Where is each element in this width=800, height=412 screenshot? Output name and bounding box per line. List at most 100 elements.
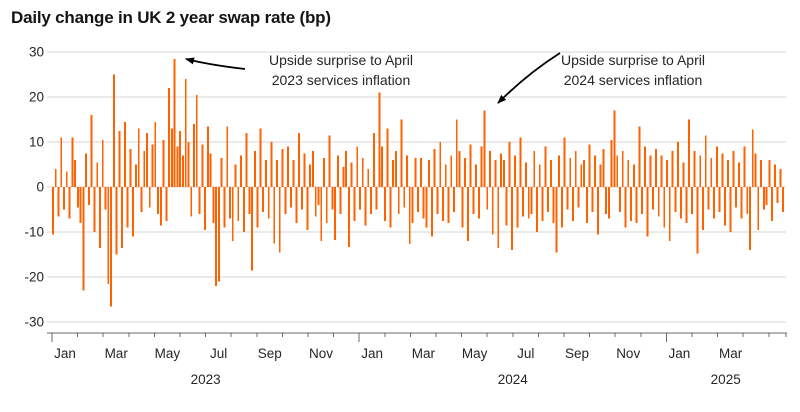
bar	[300, 187, 303, 210]
bar	[372, 133, 375, 187]
bar	[381, 146, 384, 187]
bar	[577, 187, 580, 208]
bar	[223, 187, 226, 228]
bar	[276, 160, 278, 187]
bar	[508, 142, 511, 187]
bar	[491, 187, 494, 235]
x-month-label: May	[462, 346, 488, 361]
bar	[187, 142, 190, 187]
bar	[267, 187, 270, 219]
bar	[489, 151, 491, 187]
bar	[715, 146, 718, 187]
bar	[289, 187, 292, 208]
bar	[569, 157, 572, 187]
bar	[607, 187, 610, 219]
bar	[530, 187, 533, 214]
bar	[162, 139, 165, 187]
bar	[353, 187, 356, 221]
x-month-label: Jan	[669, 346, 691, 361]
bar	[411, 187, 414, 223]
bar	[190, 187, 193, 217]
bar	[765, 187, 768, 205]
bar	[522, 187, 525, 217]
bar	[688, 119, 691, 187]
bar	[201, 144, 204, 187]
bar	[198, 187, 201, 214]
bar	[52, 187, 54, 235]
bar	[104, 187, 107, 210]
bar	[505, 187, 508, 226]
bar	[627, 160, 630, 187]
bar	[450, 155, 453, 187]
bar	[112, 74, 115, 187]
annotation-2023: Upside surprise to April 2023 services i…	[241, 50, 441, 90]
chart-title: Daily change in UK 2 year swap rate (bp)	[11, 8, 331, 27]
bar	[165, 187, 168, 221]
bar	[779, 169, 782, 187]
bar	[768, 160, 771, 187]
bar	[314, 187, 317, 217]
bar	[298, 133, 301, 187]
bar	[782, 187, 785, 212]
bar	[146, 133, 148, 187]
bar	[702, 187, 704, 230]
x-month-label: Nov	[309, 346, 333, 361]
bar	[453, 187, 455, 212]
bar	[494, 160, 497, 187]
bar	[635, 187, 638, 223]
bar	[378, 92, 381, 187]
bar	[76, 187, 79, 208]
bar	[115, 187, 118, 255]
bar	[356, 146, 359, 187]
bar	[345, 151, 348, 187]
bar	[129, 148, 132, 187]
annotation-2023-line2: 2023 services inflation	[271, 72, 411, 88]
bar	[444, 164, 447, 187]
bar	[743, 146, 746, 187]
bar	[655, 148, 657, 187]
bar	[65, 171, 68, 187]
bar	[170, 128, 173, 187]
bar	[193, 124, 195, 187]
bar	[594, 155, 597, 187]
x-month-label: Mar	[412, 346, 436, 361]
bar	[325, 187, 328, 223]
bar	[220, 157, 223, 187]
bar	[278, 187, 281, 253]
bar	[630, 187, 632, 221]
bar	[419, 157, 422, 187]
bar	[204, 187, 207, 230]
bar	[350, 162, 353, 187]
bar	[638, 126, 641, 187]
bar	[309, 164, 312, 187]
y-tick-label: -20	[24, 270, 44, 285]
bar	[513, 155, 516, 187]
bar	[773, 164, 776, 187]
bar	[74, 160, 77, 187]
bar	[596, 187, 599, 235]
bar	[519, 137, 522, 187]
bar	[749, 187, 751, 250]
bar	[240, 155, 242, 187]
bar	[403, 187, 406, 208]
bar	[339, 187, 342, 214]
bar	[549, 160, 552, 187]
bar	[137, 128, 140, 187]
bar	[179, 130, 182, 187]
bar	[168, 88, 171, 187]
bar	[735, 187, 738, 208]
bar	[226, 126, 229, 187]
bar	[760, 160, 763, 187]
bar	[472, 187, 475, 214]
x-year-label: 2023	[191, 372, 221, 387]
bar	[679, 187, 682, 219]
bar	[536, 187, 538, 232]
bar	[696, 187, 699, 254]
bar	[217, 187, 220, 282]
bar	[425, 187, 428, 228]
bar	[751, 129, 754, 187]
bar	[417, 187, 420, 212]
bar	[184, 79, 187, 187]
bar	[724, 187, 727, 226]
